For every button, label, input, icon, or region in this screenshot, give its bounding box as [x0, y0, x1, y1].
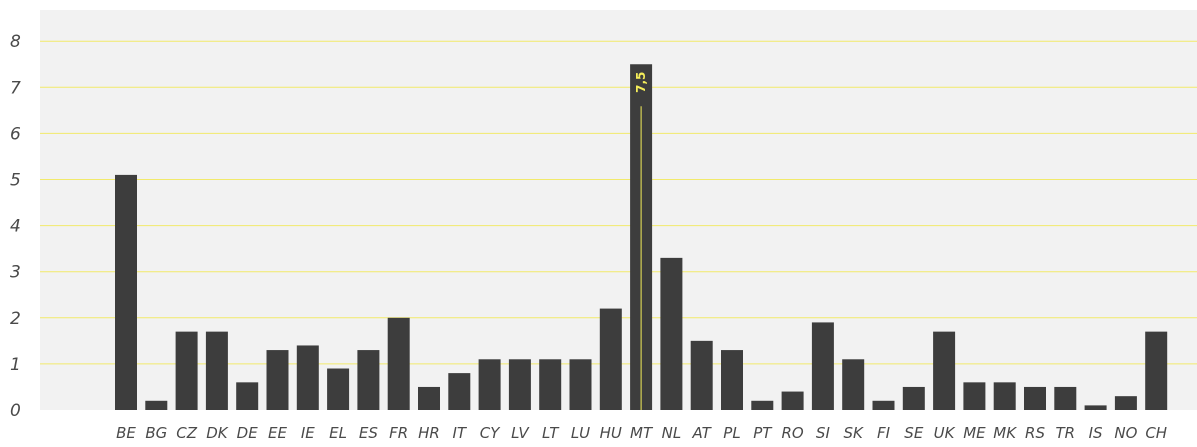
x-tick-label: DE: [237, 424, 259, 442]
bar-es: [357, 350, 380, 410]
x-tick-label: AT: [692, 424, 713, 442]
bar-at: [690, 340, 713, 410]
bar-ro: [781, 391, 804, 410]
bar-mk: [993, 382, 1016, 410]
bar-fi: [872, 400, 895, 410]
y-axis-ticks: 0 1 2 3 4 5 6 7 8: [10, 32, 21, 421]
x-tick-label: RO: [781, 424, 803, 442]
x-tick-label: FI: [877, 424, 891, 442]
x-tick-label: DK: [206, 424, 229, 442]
x-tick-label: EL: [329, 424, 347, 442]
x-tick-label: TR: [1056, 424, 1076, 442]
y-tick-label: 7: [10, 78, 21, 98]
bar-uk: [933, 331, 956, 410]
bar-fr: [387, 317, 410, 410]
x-tick-label: MT: [630, 424, 654, 442]
x-tick-label: EE: [268, 424, 287, 442]
x-tick-label: NL: [662, 424, 682, 442]
bar-it: [448, 373, 471, 410]
bar-bg: [145, 400, 168, 410]
x-tick-label: BG: [145, 424, 167, 442]
data-label: 7,5: [634, 72, 648, 93]
y-tick-label: 5: [10, 171, 21, 191]
bar-no: [1114, 396, 1137, 410]
y-tick-label: 2: [10, 309, 21, 329]
bar-se: [902, 386, 925, 410]
bar-be: [115, 174, 137, 410]
x-tick-label: ME: [963, 424, 986, 442]
bar-hu: [599, 308, 622, 410]
x-tick-label: RS: [1025, 424, 1045, 442]
x-tick-label: IE: [301, 424, 315, 442]
x-axis-ticks: BE BG CZ DK DE EE IE EL ES FR HR IT CY LV LT LU HU MT NL AT…: [116, 424, 1167, 442]
bar-lu: [569, 359, 592, 410]
bar-nl: [660, 257, 683, 410]
x-tick-label: SE: [904, 424, 924, 442]
bar-pt: [751, 400, 774, 410]
bar-hr: [418, 386, 440, 410]
x-tick-label: ES: [359, 424, 378, 442]
x-tick-label: BE: [116, 424, 136, 442]
bar-lt: [539, 359, 562, 410]
bar-rs: [1024, 386, 1046, 410]
bar-el: [327, 368, 350, 410]
x-tick-label: SI: [816, 424, 831, 442]
data-labels: 7,5: [634, 72, 648, 410]
x-tick-label: CY: [480, 424, 501, 442]
bar-de: [236, 382, 259, 410]
x-tick-label: HU: [600, 424, 622, 442]
y-tick-label: 3: [10, 263, 21, 283]
x-tick-label: HR: [418, 424, 440, 442]
y-tick-label: 0: [10, 401, 21, 421]
x-tick-label: IT: [453, 424, 468, 442]
x-tick-label: IS: [1089, 424, 1103, 442]
bar-ie: [296, 345, 319, 410]
bar-lv: [508, 359, 531, 410]
x-tick-label: CH: [1145, 424, 1167, 442]
bar-si: [811, 322, 834, 410]
bar-tr: [1054, 386, 1077, 410]
x-tick-label: CZ: [176, 424, 197, 442]
bar-ee: [266, 350, 289, 410]
x-tick-label: FR: [389, 424, 408, 442]
bar-dk: [205, 331, 228, 410]
x-tick-label: LT: [542, 424, 560, 442]
x-tick-label: LV: [511, 424, 530, 442]
bar-cz: [175, 331, 198, 410]
y-tick-label: 4: [10, 217, 21, 237]
x-tick-label: MK: [993, 424, 1017, 442]
bar-ch: [1145, 331, 1168, 410]
x-tick-label: NO: [1114, 424, 1137, 442]
y-tick-label: 8: [10, 32, 21, 52]
bar-me: [963, 382, 986, 410]
x-tick-label: PL: [723, 424, 740, 442]
bars: [115, 64, 1168, 410]
x-tick-label: PT: [753, 424, 773, 442]
bar-pl: [721, 350, 743, 410]
x-tick-label: LU: [571, 424, 590, 442]
x-tick-label: SK: [844, 424, 865, 442]
bar-is: [1084, 405, 1107, 410]
y-tick-label: 1: [10, 355, 21, 375]
x-tick-label: UK: [934, 424, 956, 442]
y-tick-label: 6: [10, 124, 21, 144]
bar-cy: [478, 359, 501, 410]
bar-sk: [842, 359, 865, 410]
